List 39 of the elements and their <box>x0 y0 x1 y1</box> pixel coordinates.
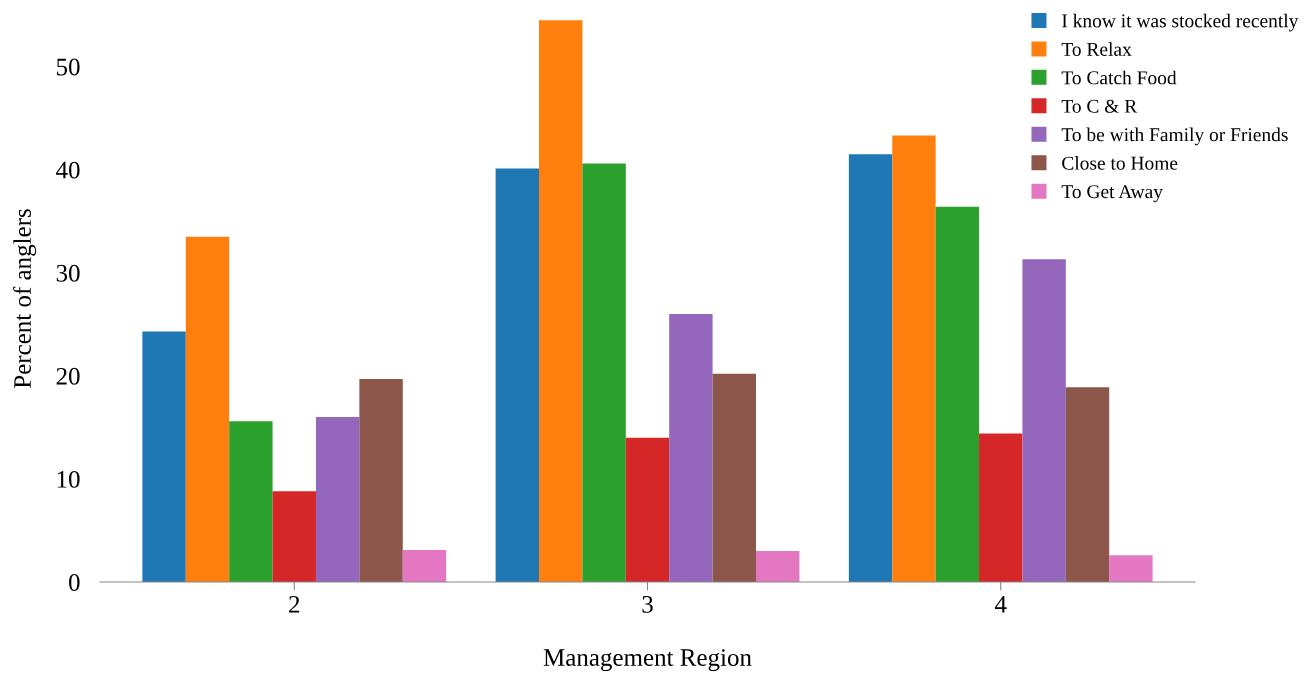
bar <box>848 154 893 582</box>
y-tick-label: 40 <box>56 161 80 179</box>
bar <box>892 135 936 582</box>
bar <box>229 421 273 582</box>
y-axis-title: Percent of anglers <box>13 209 37 389</box>
legend-label: Close to Home <box>1062 156 1178 170</box>
bar <box>539 20 583 582</box>
bar <box>359 378 403 582</box>
legend-label: I know it was stocked recently <box>1062 13 1299 32</box>
bar <box>185 236 230 582</box>
legend-label: To C & R <box>1061 99 1138 113</box>
bar <box>142 331 186 582</box>
bar <box>495 168 540 582</box>
bar <box>1065 387 1110 582</box>
bar <box>272 491 316 582</box>
legend-label: To Get Away <box>1061 185 1163 203</box>
legend-label: To be with Family or Friends <box>1061 127 1288 146</box>
y-tick-label: 10 <box>57 470 80 488</box>
bar <box>582 163 626 582</box>
y-tick-label: 20 <box>56 367 80 385</box>
bar <box>315 417 360 582</box>
bar <box>402 550 447 582</box>
bar <box>625 437 670 582</box>
bar <box>1109 555 1153 582</box>
x-tick-label: 4 <box>994 596 1007 613</box>
x-tick-label: 2 <box>289 595 300 613</box>
x-axis-title: Management Region <box>543 649 752 672</box>
bar <box>712 373 756 582</box>
bar <box>979 433 1023 582</box>
bar <box>1022 259 1066 582</box>
y-tick-label: 0 <box>69 574 80 591</box>
y-tick-label: 50 <box>57 58 80 76</box>
bar <box>669 313 713 582</box>
legend-label: To Relax <box>1061 42 1132 56</box>
bar <box>935 206 980 582</box>
y-tick-label: 30 <box>56 264 80 282</box>
x-tick-label: 3 <box>642 595 653 613</box>
bar <box>755 551 800 582</box>
legend-label: To Catch Food <box>1061 70 1177 85</box>
